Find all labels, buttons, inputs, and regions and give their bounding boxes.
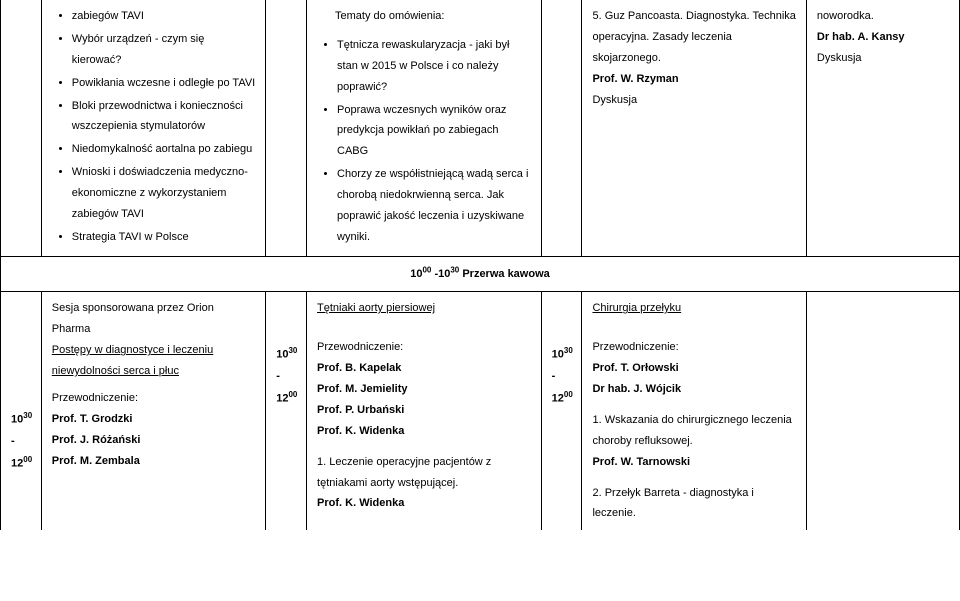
time-cell-3 <box>541 0 582 256</box>
session-title: Postępy w diagnostyce i leczeniu niewydo… <box>52 340 255 382</box>
time-end: 1200 <box>552 387 572 410</box>
time-end: 1200 <box>11 452 31 475</box>
time-start: 1030 - <box>11 408 31 451</box>
col4-top: noworodka. Dr hab. A. Kansy Dyskusja <box>806 0 959 256</box>
chair-name: Prof. P. Urbański <box>317 400 531 421</box>
col3-disc: Dyskusja <box>592 90 795 111</box>
break-row: 1000 -1030 Przerwa kawowa <box>1 256 960 292</box>
col1-list: zabiegów TAVI Wybór urządzeń - czym się … <box>52 6 255 248</box>
chair-label: Przewodniczenie: <box>592 337 795 358</box>
agenda-item: 2. Przełyk Barreta - diagnostyka i lecze… <box>592 483 795 525</box>
col3-bottom: Chirurgia przełyku Przewodniczenie: Prof… <box>582 292 806 531</box>
chair-name: Prof. T. Grodzki <box>52 409 255 430</box>
list-item: Tętnicza rewaskularyzacja - jaki był sta… <box>337 35 531 98</box>
col4-l2: Dr hab. A. Kansy <box>817 27 949 48</box>
time-cell-1 <box>1 0 42 256</box>
break-cell: 1000 -1030 Przerwa kawowa <box>1 256 960 292</box>
time-cell-2 <box>266 0 307 256</box>
col2-bottom: Tętniaki aorty piersiowej Przewodniczeni… <box>307 292 542 531</box>
agenda-item: 1. Wskazania do chirurgicznego leczenia … <box>592 410 795 452</box>
list-item: Wybór urządzeń - czym się kierować? <box>72 29 255 71</box>
time-start: 1030 - <box>276 343 296 386</box>
list-item: Powikłania wczesne i odległe po TAVI <box>72 73 255 94</box>
col3-text: 5. Guz Pancoasta. Diagnostyka. Technika … <box>592 6 795 69</box>
chair-name: Dr hab. J. Wójcik <box>592 379 795 400</box>
row-sessions-top: zabiegów TAVI Wybór urządzeń - czym się … <box>1 0 960 256</box>
session-title: Chirurgia przełyku <box>592 298 795 319</box>
speaker-name: Prof. K. Widenka <box>317 493 531 514</box>
list-item: Strategia TAVI w Polsce <box>72 227 255 248</box>
list-item: Niedomykalność aortalna po zabiegu <box>72 139 255 160</box>
col1-bottom: Sesja sponsorowana przez Orion Pharma Po… <box>41 292 265 531</box>
time-start: 1030 - <box>552 343 572 386</box>
sponsor-line: Sesja sponsorowana przez Orion Pharma <box>52 298 255 340</box>
list-item: Bloki przewodnictwa i konieczności wszcz… <box>72 96 255 138</box>
list-item: Chorzy ze współistniejącą wadą serca i c… <box>337 164 531 248</box>
chair-label: Przewodniczenie: <box>317 337 531 358</box>
time-cell-b3: 1030 - 1200 <box>541 292 582 531</box>
col4-bottom <box>806 292 959 531</box>
chair-name: Prof. M. Jemielity <box>317 379 531 400</box>
topics-heading: Tematy do omówienia: <box>317 6 531 27</box>
agenda-item: 1. Leczenie operacyjne pacjentów z tętni… <box>317 452 531 494</box>
list-item: zabiegów TAVI <box>72 6 255 27</box>
chair-name: Prof. M. Zembala <box>52 451 255 472</box>
chair-name: Prof. T. Orłowski <box>592 358 795 379</box>
col3-top: 5. Guz Pancoasta. Diagnostyka. Technika … <box>582 0 806 256</box>
chair-name: Prof. B. Kapelak <box>317 358 531 379</box>
col4-l1: noworodka. <box>817 6 949 27</box>
chair-label: Przewodniczenie: <box>52 388 255 409</box>
chair-name: Prof. K. Widenka <box>317 421 531 442</box>
break-text: 1000 -1030 Przerwa kawowa <box>410 268 550 280</box>
col3-prof: Prof. W. Rzyman <box>592 69 795 90</box>
session-title: Tętniaki aorty piersiowej <box>317 298 531 319</box>
schedule-table: zabiegów TAVI Wybór urządzeń - czym się … <box>0 0 960 530</box>
col2-top: Tematy do omówienia: Tętnicza rewaskular… <box>307 0 542 256</box>
col2-list: Tętnicza rewaskularyzacja - jaki był sta… <box>317 35 531 248</box>
col1-top: zabiegów TAVI Wybór urządzeń - czym się … <box>41 0 265 256</box>
col4-l3: Dyskusja <box>817 48 949 69</box>
time-cell-b2: 1030 - 1200 <box>266 292 307 531</box>
list-item: Poprawa wczesnych wyników oraz predykcja… <box>337 100 531 163</box>
speaker-name: Prof. W. Tarnowski <box>592 452 795 473</box>
list-item: Wnioski i doświadczenia medyczno-ekonomi… <box>72 162 255 225</box>
chair-name: Prof. J. Różański <box>52 430 255 451</box>
row-sessions-bottom: 1030 - 1200 Sesja sponsorowana przez Ori… <box>1 292 960 531</box>
time-cell-b1: 1030 - 1200 <box>1 292 42 531</box>
time-end: 1200 <box>276 387 296 410</box>
